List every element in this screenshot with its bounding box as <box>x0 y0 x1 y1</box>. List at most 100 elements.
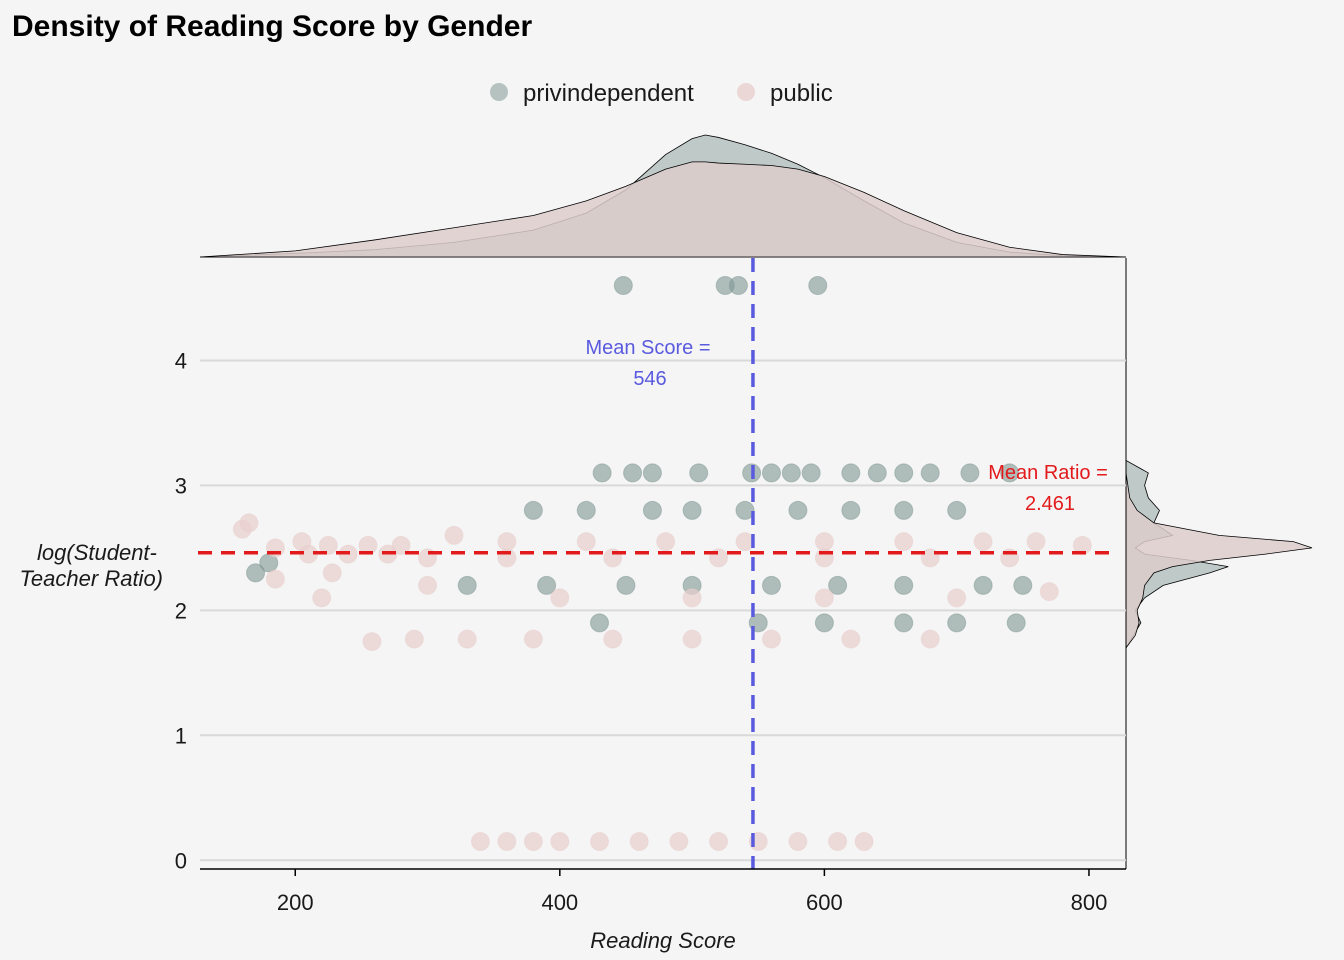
chart-title: Density of Reading Score by Gender <box>12 10 532 43</box>
scatter-point-public <box>497 532 517 552</box>
scatter-point-privindependent <box>867 463 887 483</box>
legend-label-privindependent: privindependent <box>523 80 694 107</box>
scatter-point-public <box>265 569 285 589</box>
scatter-point-public <box>761 629 781 649</box>
mean-ratio-label-line-2: 2.461 <box>1025 493 1075 515</box>
scatter-point-public <box>444 525 464 545</box>
scatter-point-privindependent <box>537 575 557 595</box>
scatter-point-public <box>312 588 332 608</box>
scatter-point-privindependent <box>788 500 808 520</box>
marginal-density-right <box>1125 258 1313 869</box>
y-tick-label: 4 <box>175 348 187 373</box>
scatter-point-privindependent <box>894 500 914 520</box>
scatter-point-privindependent <box>590 613 610 633</box>
scatter-point-privindependent <box>814 613 834 633</box>
y-tick-label: 3 <box>175 473 187 498</box>
scatter-point-public <box>550 832 570 852</box>
x-tick-label: 400 <box>541 890 578 915</box>
scatter-point-privindependent <box>457 575 477 595</box>
scatter-point-privindependent <box>894 575 914 595</box>
x-tick-label: 600 <box>806 890 843 915</box>
scatter-point-privindependent <box>947 613 967 633</box>
scatter-point-privindependent <box>246 563 266 583</box>
scatter-point-public <box>497 832 517 852</box>
reference-lines <box>198 258 1116 869</box>
y-axis-title: log(Student- Teacher Ratio) <box>20 540 163 591</box>
scatter-point-public <box>457 629 477 649</box>
mean-score-label-line-2: 546 <box>633 368 666 390</box>
scatter-point-public <box>391 535 411 555</box>
scatter-point-privindependent <box>781 463 801 483</box>
scatter-point-public <box>682 588 702 608</box>
mean-ratio-label-line-1: Mean Ratio = <box>988 462 1108 484</box>
scatter-point-public <box>947 588 967 608</box>
scatter-point-public <box>973 532 993 552</box>
scatter-point-public <box>814 532 834 552</box>
scatter-point-public <box>920 629 940 649</box>
scatter-point-public <box>841 629 861 649</box>
scatter-point-public <box>709 832 729 852</box>
scatter-point-privindependent <box>1000 463 1020 483</box>
scatter-point-public <box>322 563 342 583</box>
scatter-point-privindependent <box>828 575 848 595</box>
scatter-point-privindependent <box>920 463 940 483</box>
scatter-point-privindependent <box>689 463 709 483</box>
scatter-point-public <box>682 629 702 649</box>
scatter-point-privindependent <box>761 463 781 483</box>
y-axis-title-line-2: Teacher Ratio) <box>20 566 163 591</box>
marginal-density-top <box>199 134 1127 258</box>
scatter-point-privindependent <box>808 275 828 295</box>
scatter-point-public <box>854 832 874 852</box>
x-tick-label: 800 <box>1071 890 1108 915</box>
y-axis-ticks: 0 1 2 3 4 <box>175 348 187 873</box>
mean-ratio-annotation: Mean Ratio = 2.461 <box>988 462 1108 515</box>
scatter-point-public <box>1039 582 1059 602</box>
scatter-point-privindependent <box>576 500 596 520</box>
mean-score-label-line-1: Mean Score = <box>585 337 710 359</box>
marginal-right-public <box>1125 460 1313 650</box>
scatter-point-privindependent <box>623 463 643 483</box>
marginal-top-public <box>199 161 1127 258</box>
x-tick-label: 200 <box>277 890 314 915</box>
scatter-point-privindependent <box>523 500 543 520</box>
mean-score-annotation: Mean Score = 546 <box>585 337 710 390</box>
scatter-point-public <box>576 532 596 552</box>
scatter-point-privindependent <box>761 575 781 595</box>
scatter-point-public <box>418 575 438 595</box>
scatter-point-privindependent <box>841 463 861 483</box>
scatter-point-public <box>362 632 382 652</box>
y-tick-label: 1 <box>175 723 187 748</box>
scatter-point-public <box>814 588 834 608</box>
scatter-point-public <box>523 629 543 649</box>
scatter-point-public <box>523 832 543 852</box>
y-tick-label: 0 <box>175 848 187 873</box>
scatter-point-privindependent <box>735 500 755 520</box>
scatter-point-public <box>828 832 848 852</box>
scatter-point-privindependent <box>642 463 662 483</box>
x-axis-title: Reading Score <box>590 928 736 953</box>
scatter-point-public <box>603 629 623 649</box>
scatter-point-public <box>629 832 649 852</box>
scatter-point-privindependent <box>841 500 861 520</box>
scatter-point-privindependent <box>592 463 612 483</box>
scatter-point-privindependent <box>682 500 702 520</box>
x-axis-ticks: 200 400 600 800 <box>277 869 1107 915</box>
legend-swatch-public <box>737 83 755 101</box>
scatter-point-privindependent <box>960 463 980 483</box>
scatter-point-privindependent <box>616 575 636 595</box>
scatter-point-public <box>470 832 490 852</box>
scatter-point-public <box>590 832 610 852</box>
scatter-point-privindependent <box>801 463 821 483</box>
legend: privindependent public <box>490 80 833 107</box>
scatter-point-privindependent <box>894 463 914 483</box>
scatter-point-privindependent <box>973 575 993 595</box>
y-axis-title-line-1: log(Student- <box>37 540 157 565</box>
gridlines <box>200 359 1126 862</box>
scatter-point-public <box>550 588 570 608</box>
scatter-point-public <box>318 535 338 555</box>
scatter-point-public <box>894 532 914 552</box>
scatter-point-privindependent <box>894 613 914 633</box>
scatter-point-public <box>404 629 424 649</box>
scatter-point-public <box>788 832 808 852</box>
